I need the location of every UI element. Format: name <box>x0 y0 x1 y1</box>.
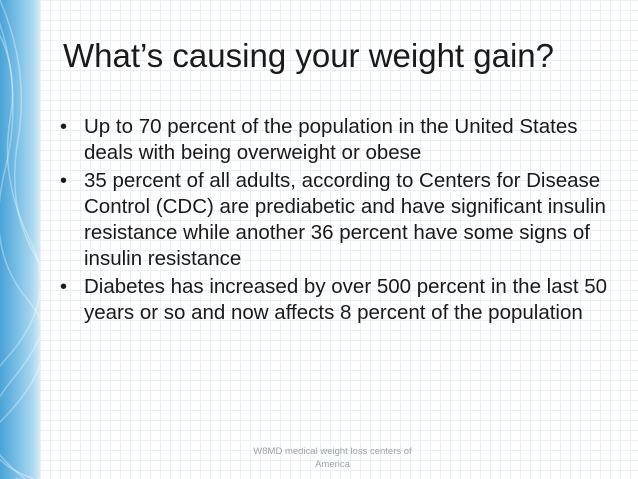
bullet-text: Up to 70 percent of the population in th… <box>84 115 578 164</box>
bullet-dot-icon: • <box>60 276 68 298</box>
bullet-list: • Up to 70 percent of the population in … <box>58 114 618 326</box>
bullet-text: 35 percent of all adults, according to C… <box>84 169 606 270</box>
wave-pattern-icon <box>0 0 40 479</box>
bullet-dot-icon: • <box>60 116 68 138</box>
footer-text: W8MD medical weight loss centers of Amer… <box>253 446 412 470</box>
decorative-side-bar <box>0 0 40 479</box>
slide-title: What’s causing your weight gain? <box>63 37 555 74</box>
bullet-dot-icon: • <box>60 170 68 192</box>
bullet-item: • Diabetes has increased by over 500 per… <box>58 274 618 326</box>
bullet-text: Diabetes has increased by over 500 perce… <box>84 275 608 324</box>
bullet-item: • 35 percent of all adults, according to… <box>58 168 618 272</box>
bullet-item: • Up to 70 percent of the population in … <box>58 114 618 166</box>
